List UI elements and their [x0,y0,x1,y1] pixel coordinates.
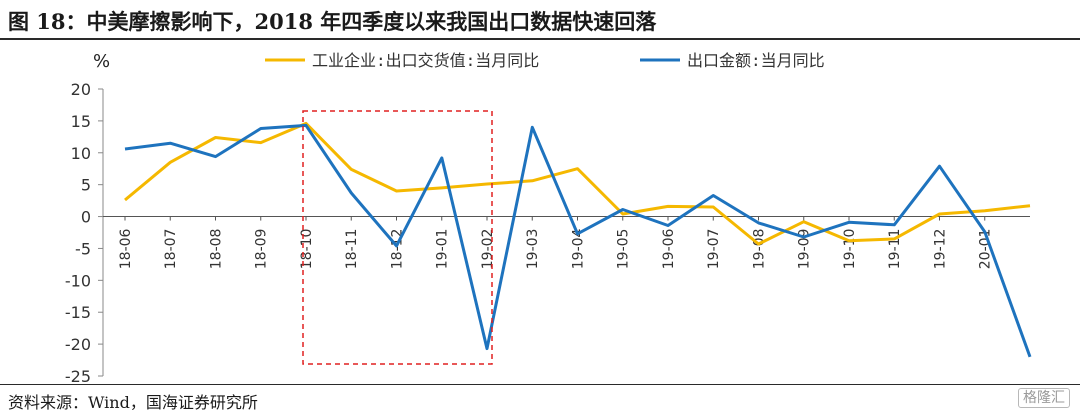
x-tick-label: 19-09 [797,229,813,270]
line-chart: % 工业企业:出口交货值:当月同比 出口金额:当月同比 20 15 10 5 0 -5 -10 -1… [65,51,1032,384]
x-tick-label: 19-06 [661,228,677,269]
x-tick-label: 19-03 [525,229,541,270]
y-tick-label: -25 [65,367,91,384]
legend-label-1: 工业企业:出口交货值:当月同比 [312,51,539,70]
x-tick-label: 19-08 [752,229,768,270]
y-tick-label: 20 [71,80,91,99]
y-tick-label: 0 [81,208,91,227]
highlight-box [302,110,493,365]
series-line-1 [124,121,1031,246]
x-tick-label: 19-10 [842,229,858,270]
footer-divider [0,384,1080,385]
x-tick-label: 18-07 [163,229,179,270]
figure-title: 图 18：中美摩擦影响下，2018 年四季度以来我国出口数据快速回落 [8,9,657,34]
x-tick-label: 19-04 [571,228,587,269]
y-tick-label: -20 [65,335,91,354]
watermark-logo: 格隆汇 [1018,388,1070,408]
y-axis-unit: % [93,51,110,72]
x-tick-label: 18-09 [254,229,270,270]
x-tick-label: 19-01 [435,229,451,270]
title-bar: 图 18：中美摩擦影响下，2018 年四季度以来我国出口数据快速回落 [0,0,1080,40]
series-line-2 [124,123,1032,358]
x-tick-label: 18-11 [344,229,360,270]
y-tick-label: 5 [81,176,91,195]
y-tick-label: 15 [71,112,91,131]
x-tick-label: 19-12 [933,229,949,270]
x-tick-label: 19-05 [616,229,632,270]
y-tick-label: 10 [71,144,91,163]
title-divider [0,38,1080,40]
y-tick-label: -15 [65,303,91,322]
x-tick-label: 19-07 [706,229,722,270]
y-tick-label: -5 [75,239,91,258]
x-tick-label: 18-08 [209,229,225,270]
x-tick-label: 20-01 [978,229,994,270]
y-tick-label: -10 [65,271,91,290]
legend-label-2: 出口金额:当月同比 [687,51,825,70]
x-tick-label: 19-02 [480,229,496,270]
x-tick-label: 18-06 [118,228,134,269]
x-tick-label: 18-10 [299,229,315,270]
source-note: 资料来源：Wind，国海证券研究所 [8,393,258,412]
